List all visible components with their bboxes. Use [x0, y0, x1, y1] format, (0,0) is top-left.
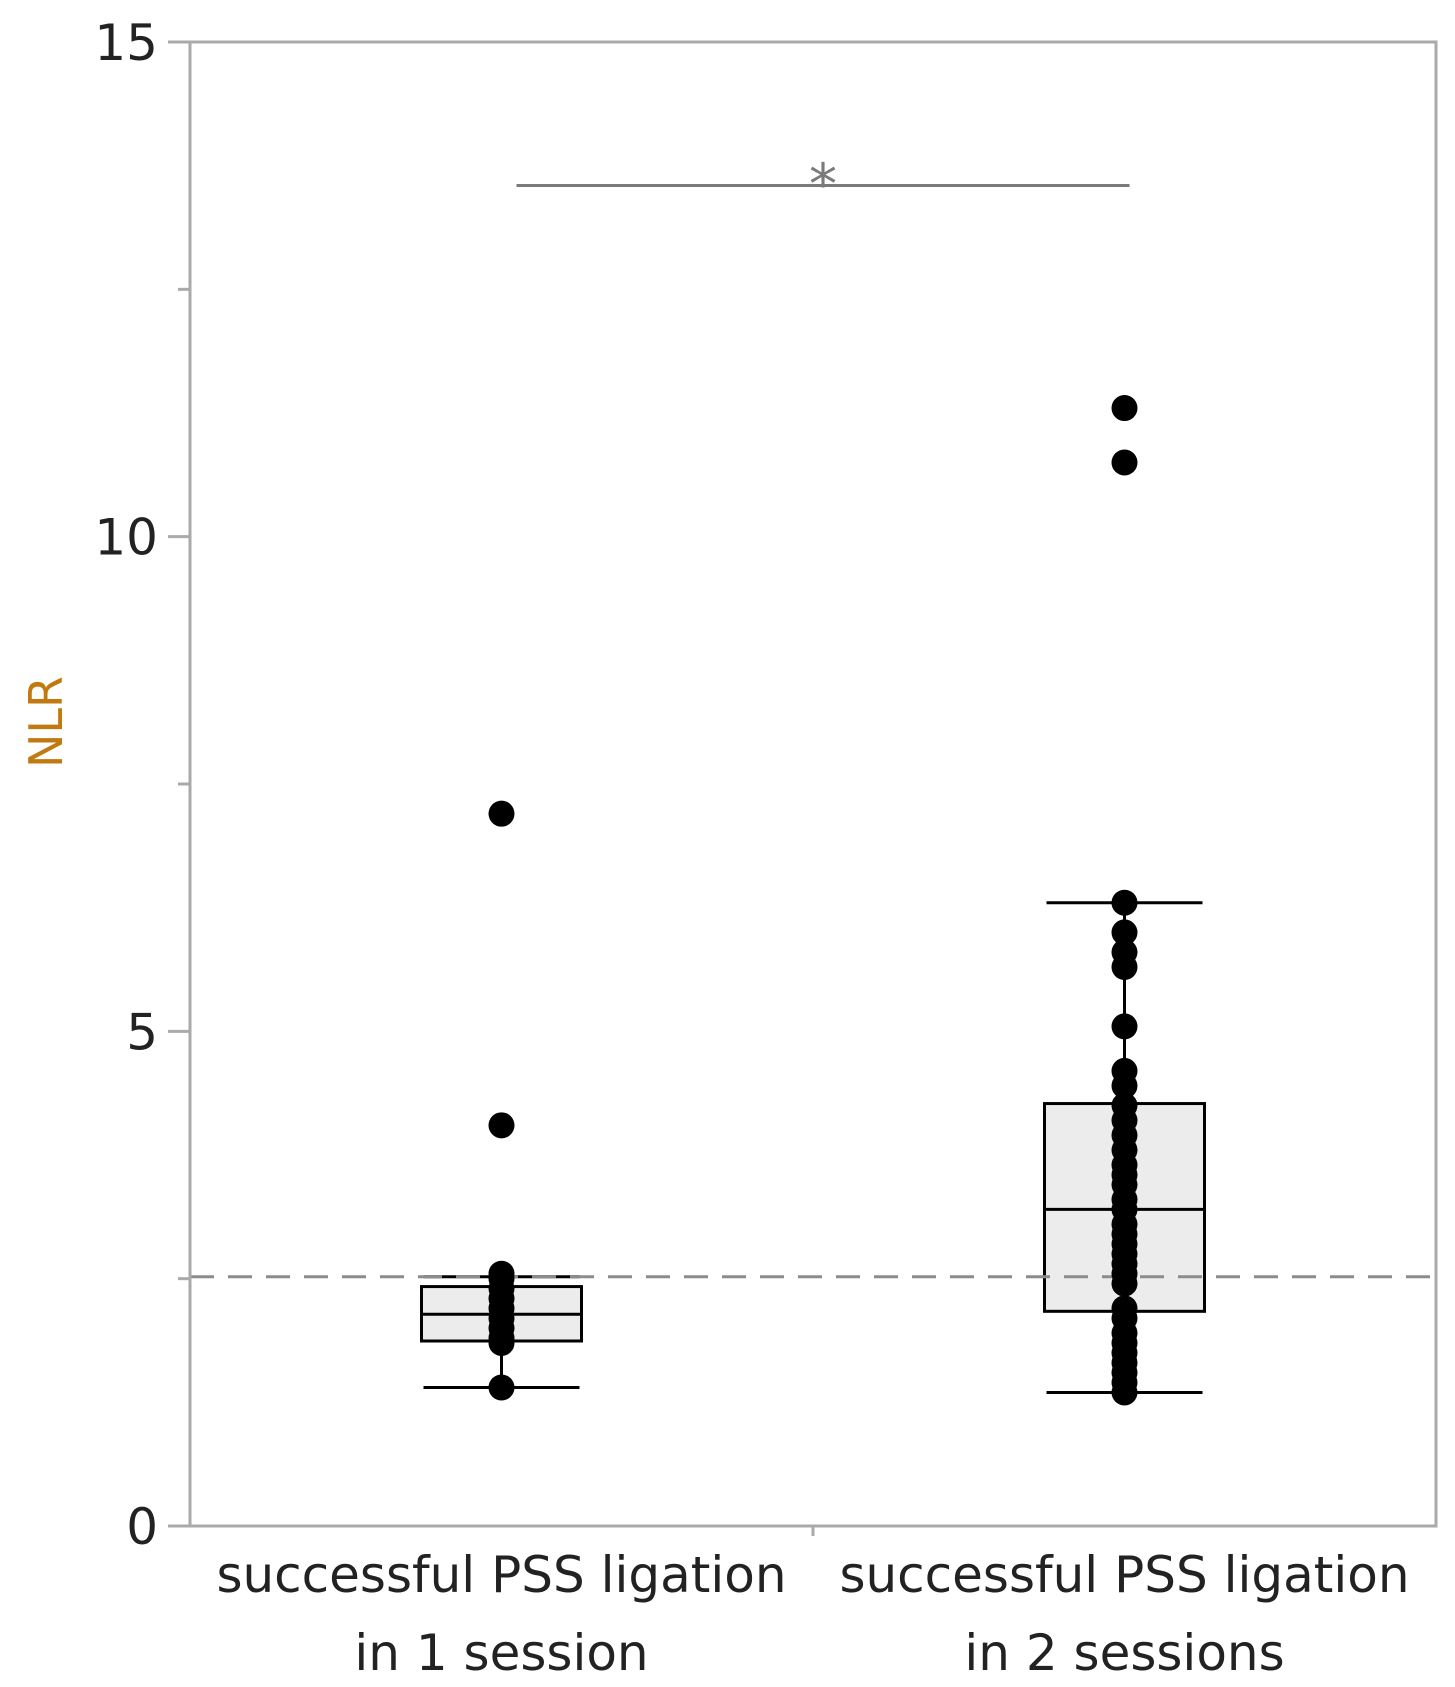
y-axis-title: NLR — [19, 676, 73, 768]
data-point — [488, 1112, 515, 1139]
x-category-label-2-line2: in 2 sessions — [964, 1624, 1284, 1682]
significance-label: * — [809, 152, 837, 217]
data-point — [1111, 1057, 1138, 1084]
data-point — [1111, 1092, 1138, 1119]
x-category-label-1-line2: in 1 session — [354, 1624, 648, 1682]
y-tick-label-0: 0 — [126, 1498, 158, 1556]
y-tick-label-5: 5 — [126, 1003, 158, 1061]
data-point — [1111, 449, 1138, 476]
x-category-label-1-line1: successful PSS ligation — [216, 1546, 786, 1604]
data-point — [1111, 889, 1138, 916]
x-category-label-2-line1: successful PSS ligation — [839, 1546, 1409, 1604]
data-point — [1111, 1013, 1138, 1040]
data-point — [1111, 395, 1138, 422]
data-point — [488, 800, 515, 827]
data-point — [1111, 919, 1138, 946]
plot-area: * — [190, 152, 1436, 1406]
y-tick-label-10: 10 — [94, 509, 158, 567]
data-point — [488, 1374, 515, 1401]
data-point — [1111, 1295, 1138, 1322]
axes: 0 5 10 15 successful PSS ligation in 1 sessio… — [94, 14, 1438, 1682]
y-tick-label-15: 15 — [94, 14, 158, 72]
data-point — [488, 1260, 515, 1287]
data-point — [1111, 939, 1138, 966]
plot-frame — [188, 40, 1438, 1528]
